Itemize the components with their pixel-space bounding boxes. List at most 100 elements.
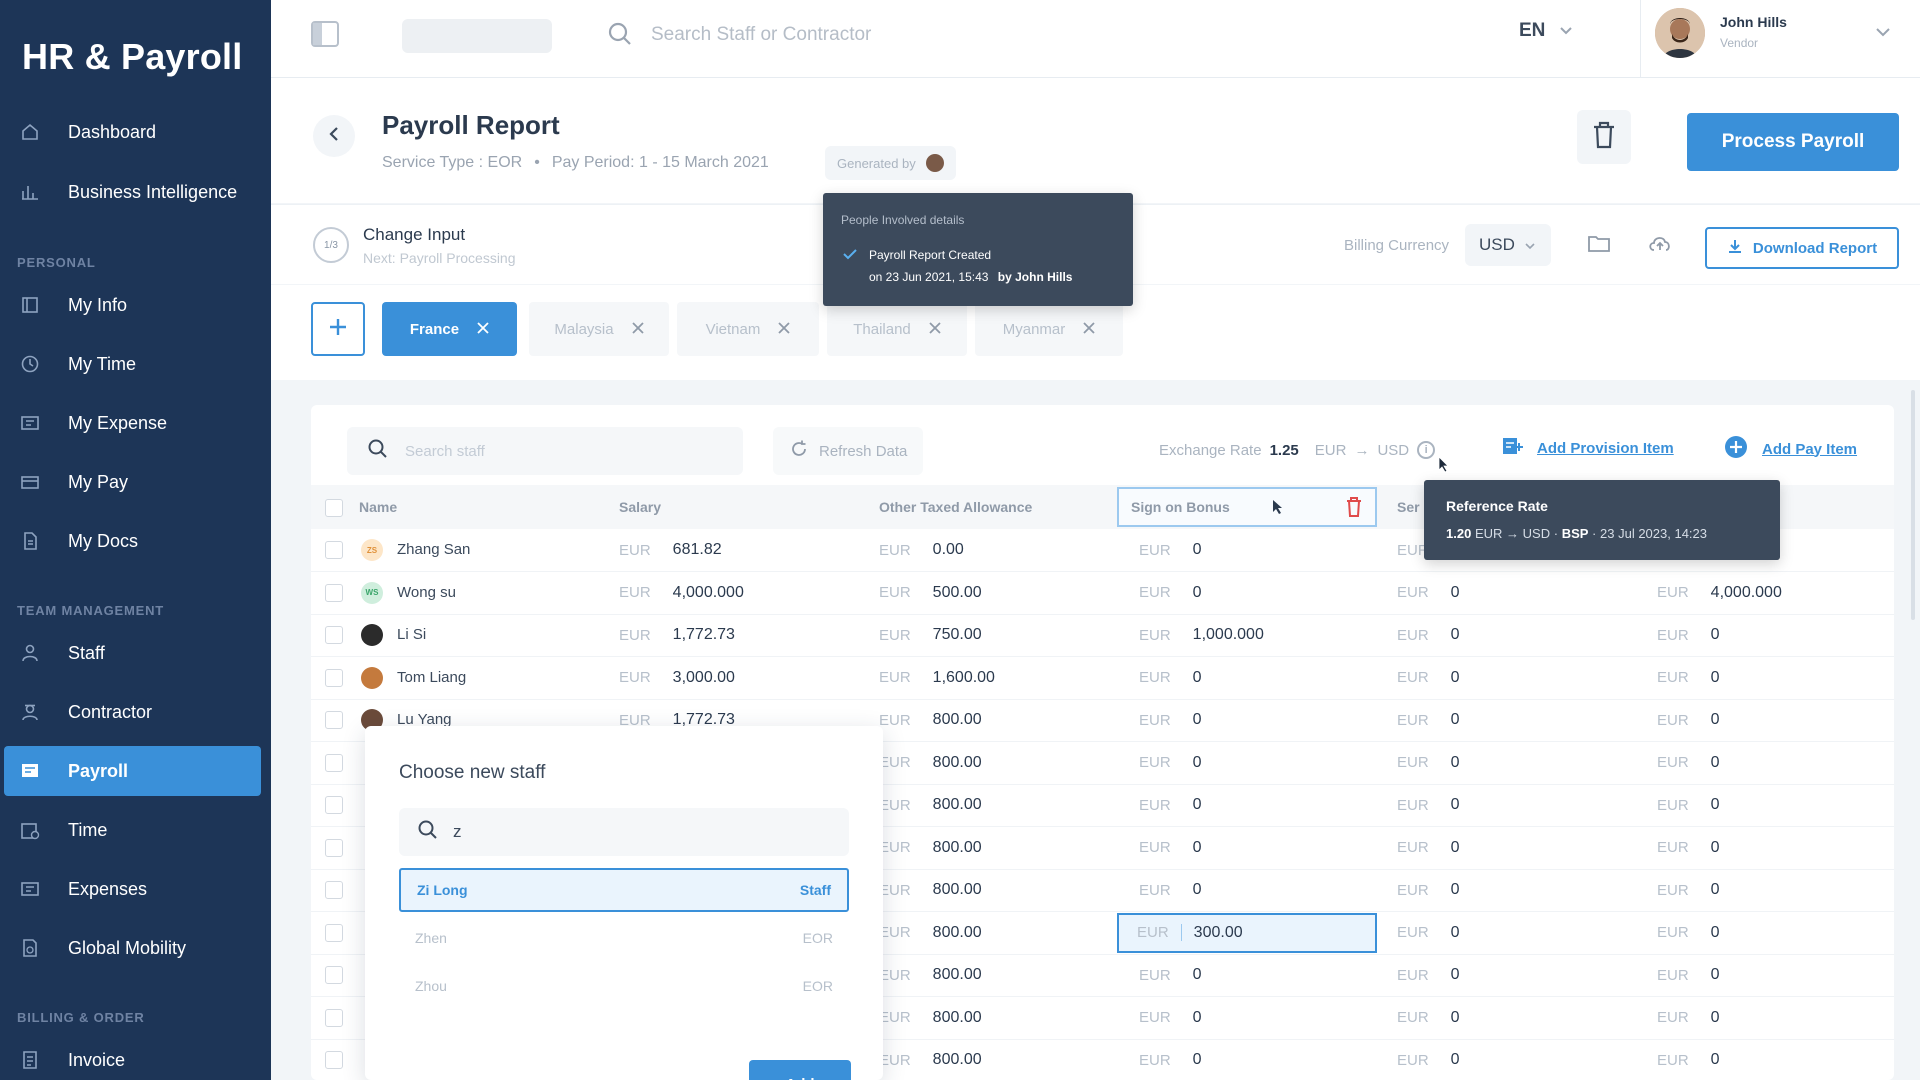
sidebar-item-my-time[interactable]: My Time bbox=[4, 339, 261, 389]
total-cell[interactable]: EUR 0 bbox=[1657, 954, 1720, 996]
back-button[interactable] bbox=[313, 115, 355, 157]
total-cell[interactable]: EUR 0 bbox=[1657, 742, 1720, 784]
service-fee-cell[interactable]: EUR 0 bbox=[1397, 657, 1460, 699]
sidebar-item-time[interactable]: Time bbox=[4, 805, 261, 855]
other-allowance-cell[interactable]: EUR 800.00 bbox=[879, 699, 982, 741]
staff-option[interactable]: Zhou EOR bbox=[399, 964, 849, 1008]
row-checkbox[interactable] bbox=[325, 1051, 343, 1069]
row-checkbox[interactable] bbox=[325, 753, 343, 772]
sign-on-bonus-cell[interactable]: EUR 0 bbox=[1139, 827, 1202, 869]
other-allowance-cell[interactable]: EUR 500.00 bbox=[879, 572, 982, 614]
row-checkbox[interactable] bbox=[325, 966, 343, 984]
sign-on-bonus-cell[interactable]: EUR 0 bbox=[1139, 742, 1202, 784]
total-cell[interactable]: EUR 4,000.000 bbox=[1657, 572, 1782, 614]
sign-on-bonus-input[interactable]: EUR 300.00 bbox=[1117, 912, 1377, 953]
table-row[interactable]: EUR 800.00 EUR 0 EUR 0 EUR 0 bbox=[311, 1039, 1894, 1080]
service-fee-cell[interactable]: EUR 0 bbox=[1397, 784, 1460, 826]
total-cell[interactable]: EUR 0 bbox=[1657, 699, 1720, 741]
close-icon[interactable] bbox=[929, 321, 941, 338]
column-header-partial[interactable]: Ser bbox=[1397, 499, 1420, 515]
row-checkbox[interactable] bbox=[325, 711, 343, 729]
sign-on-bonus-cell[interactable]: EUR 0 bbox=[1139, 784, 1202, 826]
sign-on-bonus-cell[interactable]: EUR 0 bbox=[1139, 529, 1202, 571]
sidebar-item-dashboard[interactable]: Dashboard bbox=[4, 107, 261, 157]
column-header-sign-on-bonus[interactable]: Sign on Bonus bbox=[1117, 487, 1377, 527]
process-payroll-button[interactable]: Process Payroll bbox=[1687, 113, 1899, 171]
table-row[interactable]: EUR 800.00 EUR 0 EUR 0 EUR 0 bbox=[311, 784, 1894, 827]
sign-on-bonus-cell[interactable]: EUR 0 bbox=[1139, 1039, 1202, 1080]
staff-picker-input[interactable] bbox=[453, 822, 833, 842]
sidebar-item-my-expense[interactable]: My Expense bbox=[4, 398, 261, 448]
tab-myanmar[interactable]: Myanmar bbox=[975, 302, 1123, 356]
info-icon[interactable]: i bbox=[1417, 441, 1436, 459]
delete-report-button[interactable] bbox=[1577, 110, 1631, 164]
tab-vietnam[interactable]: Vietnam bbox=[677, 302, 819, 356]
salary-cell[interactable]: EUR 1,772.73 bbox=[619, 614, 735, 656]
total-cell[interactable]: EUR 0 bbox=[1657, 997, 1720, 1039]
table-row[interactable]: Tom Liang EUR 3,000.00 EUR 1,600.00 EUR 0 EUR 0 E… bbox=[311, 657, 1894, 700]
sidebar-item-payroll[interactable]: Payroll bbox=[4, 746, 261, 796]
other-allowance-cell[interactable]: EUR 800.00 bbox=[879, 869, 982, 911]
other-allowance-cell[interactable]: EUR 750.00 bbox=[879, 614, 982, 656]
service-fee-cell[interactable]: EUR 0 bbox=[1397, 954, 1460, 996]
other-allowance-cell[interactable]: EUR 800.00 bbox=[879, 912, 982, 954]
total-cell[interactable]: EUR 0 bbox=[1657, 614, 1720, 656]
sign-on-bonus-cell[interactable]: EUR 0 bbox=[1139, 572, 1202, 614]
table-row[interactable]: EUR 800.00 EUR 0 EUR 0 EUR 0 bbox=[311, 827, 1894, 870]
row-checkbox[interactable] bbox=[325, 1008, 343, 1027]
total-cell[interactable]: EUR 0 bbox=[1657, 657, 1720, 699]
total-cell[interactable]: EUR 0 bbox=[1657, 827, 1720, 869]
row-checkbox[interactable] bbox=[325, 668, 343, 687]
scrollbar[interactable] bbox=[1911, 390, 1915, 620]
table-row[interactable]: Li Si EUR 1,772.73 EUR 750.00 EUR 1,000.000 EUR… bbox=[311, 614, 1894, 657]
column-header-other-taxed-allowance[interactable]: Other Taxed Allowance bbox=[879, 499, 1033, 515]
service-fee-cell[interactable]: EUR 0 bbox=[1397, 742, 1460, 784]
close-icon[interactable] bbox=[477, 321, 489, 338]
staff-picker-search[interactable] bbox=[399, 808, 849, 856]
table-row[interactable]: EUR 800.00 EUR 300.00 EUR 0 EUR 0 bbox=[311, 912, 1894, 955]
sign-on-bonus-cell[interactable]: EUR 1,000.000 bbox=[1139, 614, 1264, 656]
user-avatar[interactable] bbox=[1655, 8, 1705, 58]
staff-search-input[interactable] bbox=[405, 442, 725, 460]
table-row[interactable]: EUR 800.00 EUR 0 EUR 0 EUR 0 bbox=[311, 954, 1894, 997]
salary-cell[interactable]: EUR 3,000.00 bbox=[619, 657, 735, 699]
add-staff-button[interactable]: Add bbox=[749, 1060, 851, 1080]
row-checkbox[interactable] bbox=[325, 541, 343, 559]
other-allowance-cell[interactable]: EUR 800.00 bbox=[879, 1039, 982, 1080]
other-allowance-cell[interactable]: EUR 800.00 bbox=[879, 997, 982, 1039]
table-row[interactable]: WS Wong su EUR 4,000.000 EUR 500.00 EUR 0 EUR 0 EU… bbox=[311, 572, 1894, 615]
service-fee-cell[interactable]: EUR 0 bbox=[1397, 699, 1460, 741]
service-fee-cell[interactable]: EUR 0 bbox=[1397, 614, 1460, 656]
sidebar-item-staff[interactable]: Staff bbox=[4, 628, 261, 678]
download-report-button[interactable]: Download Report bbox=[1705, 227, 1899, 269]
total-cell[interactable]: EUR 0 bbox=[1657, 869, 1720, 911]
chevron-down-icon[interactable] bbox=[1875, 24, 1891, 42]
salary-cell[interactable]: EUR 1,772.73 bbox=[619, 699, 735, 741]
sign-on-bonus-cell[interactable]: EUR 0 bbox=[1139, 954, 1202, 996]
total-cell[interactable]: EUR 0 bbox=[1657, 912, 1720, 954]
close-icon[interactable] bbox=[631, 321, 644, 338]
row-checkbox[interactable] bbox=[325, 838, 343, 857]
select-all-checkbox[interactable] bbox=[325, 499, 343, 517]
salary-cell[interactable]: EUR 681.82 bbox=[619, 529, 722, 571]
row-checkbox[interactable] bbox=[325, 583, 343, 602]
service-fee-cell[interactable]: EUR 0 bbox=[1397, 827, 1460, 869]
table-row[interactable]: EUR 800.00 EUR 0 EUR 0 EUR 0 bbox=[311, 869, 1894, 912]
generated-by-badge[interactable]: Generated by bbox=[825, 146, 956, 180]
add-pay-item-button[interactable]: Add Pay Item bbox=[1724, 435, 1857, 463]
close-icon[interactable] bbox=[778, 321, 791, 338]
close-icon[interactable] bbox=[1083, 321, 1095, 338]
workspace-selector[interactable] bbox=[402, 19, 552, 53]
sign-on-bonus-cell[interactable]: EUR 0 bbox=[1139, 657, 1202, 699]
cloud-upload-button[interactable] bbox=[1638, 224, 1682, 266]
staff-option[interactable]: Zhen EOR bbox=[399, 916, 849, 960]
tab-malaysia[interactable]: Malaysia bbox=[529, 302, 669, 356]
sidebar-item-my-pay[interactable]: My Pay bbox=[4, 457, 261, 507]
sidebar-item-global-mobility[interactable]: Global Mobility bbox=[4, 923, 261, 973]
billing-currency-select[interactable]: USD bbox=[1465, 224, 1551, 266]
table-row[interactable]: EUR 800.00 EUR 0 EUR 0 EUR 0 bbox=[311, 997, 1894, 1040]
service-fee-cell[interactable]: EUR 0 bbox=[1397, 912, 1460, 954]
global-search-input[interactable] bbox=[651, 20, 1151, 50]
add-country-button[interactable] bbox=[311, 302, 365, 356]
table-row[interactable]: Lu Yang EUR 1,772.73 EUR 800.00 EUR 0 EUR 0 EUR 0 bbox=[311, 699, 1894, 742]
